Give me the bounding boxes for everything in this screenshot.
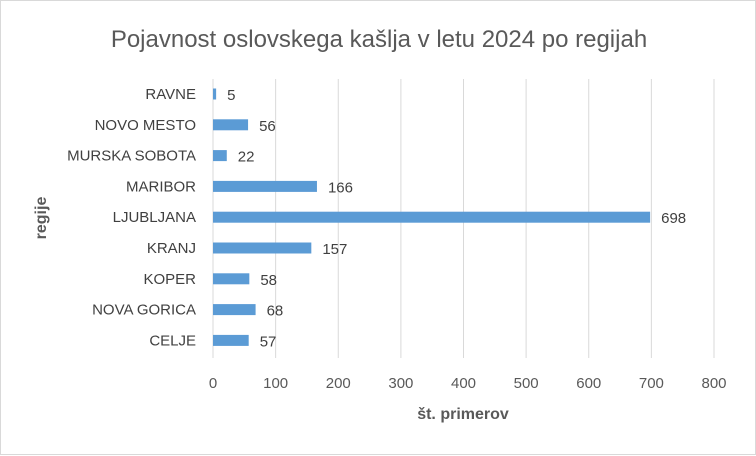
- data-label: 698: [661, 210, 686, 227]
- bars: [213, 88, 651, 346]
- bar: [213, 150, 227, 162]
- x-tick-labels: 0 100 200 300 400 500 600 700 800: [209, 375, 727, 392]
- category-label: NOVO MESTO: [95, 117, 196, 134]
- data-label: 166: [328, 179, 353, 196]
- category-labels: RAVNE NOVO MESTO MURSKA SOBOTA MARIBOR LJUBL…: [67, 86, 196, 349]
- x-tick-label: 800: [701, 375, 726, 392]
- x-tick-label: 700: [639, 375, 664, 392]
- bar: [213, 211, 651, 223]
- category-label: RAVNE: [145, 86, 196, 103]
- x-tick-label: 500: [514, 375, 539, 392]
- category-label: MURSKA SOBOTA: [67, 148, 196, 165]
- bar: [213, 119, 249, 131]
- category-label: CELJE: [149, 332, 196, 349]
- bar: [213, 273, 250, 285]
- x-tick-label: 300: [388, 375, 413, 392]
- bar: [213, 334, 249, 346]
- data-label: 56: [259, 118, 276, 135]
- bar: [213, 242, 312, 254]
- category-label: LJUBLJANA: [113, 209, 196, 226]
- data-label: 58: [260, 272, 277, 289]
- category-label: KRANJ: [147, 240, 196, 257]
- x-tick-label: 600: [576, 375, 601, 392]
- category-label: MARIBOR: [126, 178, 196, 195]
- x-tick-label: 100: [263, 375, 288, 392]
- y-axis-title: regije: [33, 197, 50, 240]
- x-tick-label: 400: [451, 375, 476, 392]
- chart-title: Pojavnost oslovskega kašlja v letu 2024 …: [111, 26, 647, 53]
- x-tick-label: 200: [326, 375, 351, 392]
- data-label: 68: [267, 303, 284, 320]
- data-label: 57: [260, 333, 277, 350]
- data-label: 5: [227, 87, 235, 104]
- bar: [213, 88, 217, 100]
- data-label: 157: [322, 241, 347, 258]
- bar: [213, 304, 256, 316]
- x-tick-label: 0: [209, 375, 217, 392]
- bar: [213, 180, 317, 192]
- x-axis-title: št. primerov: [417, 406, 509, 423]
- data-label: 22: [238, 149, 255, 166]
- category-label: KOPER: [143, 271, 196, 288]
- category-label: NOVA GORICA: [92, 302, 196, 319]
